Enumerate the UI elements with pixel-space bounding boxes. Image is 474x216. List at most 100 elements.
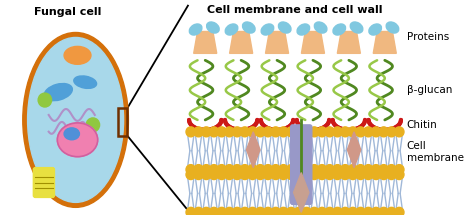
Circle shape [255, 127, 265, 137]
Circle shape [325, 165, 335, 175]
Ellipse shape [44, 84, 73, 101]
Circle shape [217, 127, 227, 137]
Text: Fungal cell: Fungal cell [34, 7, 101, 17]
Circle shape [333, 165, 342, 175]
Circle shape [248, 165, 257, 175]
Circle shape [294, 170, 304, 179]
Circle shape [348, 127, 358, 137]
Circle shape [379, 170, 389, 179]
Circle shape [310, 165, 319, 175]
Circle shape [248, 170, 257, 179]
Circle shape [38, 93, 52, 107]
Circle shape [364, 165, 373, 175]
Circle shape [217, 207, 227, 216]
Circle shape [356, 170, 365, 179]
Circle shape [186, 127, 196, 137]
Polygon shape [246, 132, 260, 168]
Circle shape [271, 207, 281, 216]
Circle shape [279, 170, 288, 179]
Circle shape [394, 170, 404, 179]
Ellipse shape [64, 128, 80, 140]
Circle shape [225, 127, 234, 137]
Polygon shape [293, 173, 309, 212]
Circle shape [310, 170, 319, 179]
Circle shape [286, 170, 296, 179]
Ellipse shape [278, 22, 291, 33]
Text: Cell membrane and cell wall: Cell membrane and cell wall [207, 5, 383, 15]
Circle shape [294, 165, 304, 175]
Polygon shape [373, 32, 396, 53]
Ellipse shape [386, 22, 399, 33]
Ellipse shape [314, 22, 327, 33]
Circle shape [286, 127, 296, 137]
Circle shape [379, 127, 389, 137]
Circle shape [317, 165, 327, 175]
Circle shape [348, 165, 358, 175]
Circle shape [364, 207, 373, 216]
Ellipse shape [57, 123, 98, 157]
Ellipse shape [189, 24, 202, 35]
Circle shape [394, 207, 404, 216]
Circle shape [263, 165, 273, 175]
Circle shape [286, 207, 296, 216]
Circle shape [333, 170, 342, 179]
Polygon shape [194, 32, 217, 53]
FancyBboxPatch shape [33, 168, 55, 197]
Circle shape [232, 170, 242, 179]
Circle shape [194, 170, 203, 179]
Circle shape [317, 170, 327, 179]
Circle shape [232, 165, 242, 175]
Circle shape [194, 127, 203, 137]
Circle shape [310, 207, 319, 216]
Circle shape [201, 165, 211, 175]
Circle shape [217, 165, 227, 175]
Circle shape [348, 170, 358, 179]
Circle shape [255, 170, 265, 179]
Circle shape [356, 127, 365, 137]
Circle shape [333, 207, 342, 216]
Circle shape [201, 207, 211, 216]
Circle shape [340, 170, 350, 179]
Text: Cell
membrane: Cell membrane [407, 141, 464, 162]
Circle shape [240, 170, 250, 179]
Ellipse shape [261, 24, 274, 35]
Polygon shape [229, 32, 253, 53]
Circle shape [340, 165, 350, 175]
Ellipse shape [23, 32, 128, 207]
Circle shape [286, 165, 296, 175]
Circle shape [302, 165, 311, 175]
Polygon shape [347, 132, 361, 168]
Circle shape [364, 127, 373, 137]
Circle shape [317, 127, 327, 137]
Text: Proteins: Proteins [407, 32, 449, 43]
Circle shape [248, 207, 257, 216]
Circle shape [201, 170, 211, 179]
Circle shape [333, 127, 342, 137]
Ellipse shape [207, 22, 219, 33]
Circle shape [255, 165, 265, 175]
Ellipse shape [27, 37, 124, 202]
Circle shape [86, 118, 100, 132]
Circle shape [279, 165, 288, 175]
Circle shape [348, 207, 358, 216]
Bar [118, 108, 128, 136]
Circle shape [356, 165, 365, 175]
Text: β-glucan: β-glucan [407, 85, 452, 95]
Circle shape [371, 207, 381, 216]
Circle shape [263, 127, 273, 137]
Ellipse shape [243, 22, 255, 33]
Circle shape [302, 170, 311, 179]
Circle shape [240, 127, 250, 137]
Circle shape [379, 165, 389, 175]
Circle shape [325, 127, 335, 137]
Circle shape [387, 170, 396, 179]
Circle shape [186, 170, 196, 179]
Circle shape [240, 207, 250, 216]
Circle shape [263, 207, 273, 216]
Ellipse shape [64, 46, 91, 64]
Circle shape [240, 165, 250, 175]
Circle shape [232, 127, 242, 137]
Circle shape [340, 207, 350, 216]
Circle shape [356, 207, 365, 216]
Circle shape [225, 165, 234, 175]
